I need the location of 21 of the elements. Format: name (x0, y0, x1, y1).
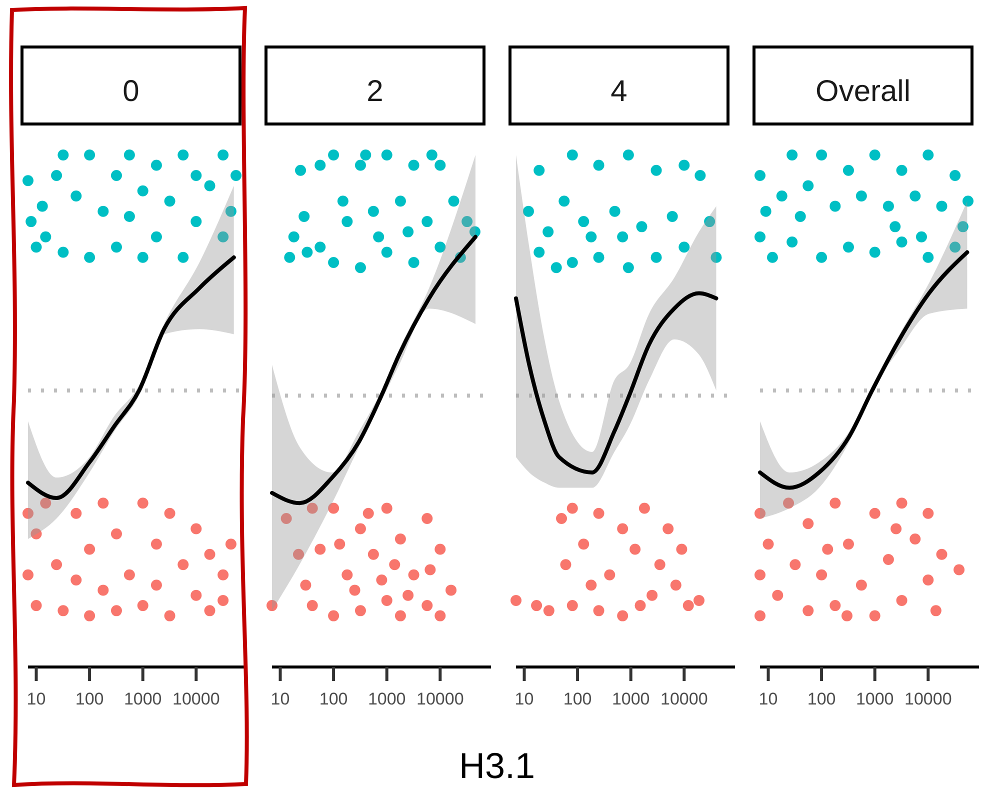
x-tick-label: 1000 (856, 689, 894, 708)
x-tick-label: 1000 (612, 689, 650, 708)
x-axis-title: H3.1 (458, 745, 536, 786)
x-tick-label: 10000 (660, 689, 708, 708)
chart-title: 4 (610, 75, 628, 108)
x-tick-label: 10000 (416, 689, 464, 708)
x-tick-label: 10000 (904, 689, 952, 708)
x-tick-label: 100 (807, 689, 836, 708)
x-tick-label: 10 (514, 689, 534, 708)
x-tick-label: 100 (319, 689, 348, 708)
x-tick-label: 100 (563, 689, 592, 708)
x-tick-label: 10 (758, 689, 778, 708)
x-tick-label: 1000 (368, 689, 406, 708)
x-tick-label: 1000 (124, 689, 162, 708)
chart-title: Overall (815, 75, 911, 108)
x-tick-label: 10 (270, 689, 290, 708)
chart-title: 0 (122, 75, 140, 108)
x-tick-label: 10000 (172, 689, 220, 708)
x-tick-label: 10 (26, 689, 46, 708)
chart-title: 2 (366, 75, 384, 108)
x-tick-label: 100 (75, 689, 104, 708)
